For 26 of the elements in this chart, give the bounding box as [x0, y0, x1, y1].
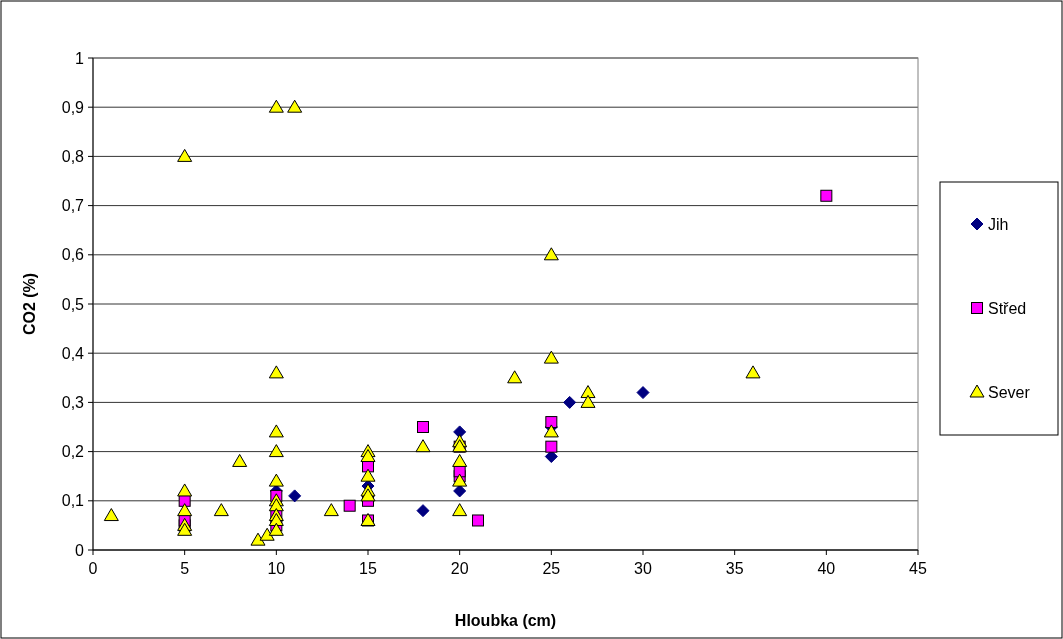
x-tick-label: 15 [359, 560, 377, 577]
x-tick-label: 45 [909, 560, 927, 577]
y-tick-label: 0,5 [61, 295, 85, 313]
x-tick-label: 35 [725, 560, 744, 577]
y-tick-label: 0,8 [61, 148, 85, 165]
x-tick-label: 5 [180, 560, 190, 577]
y-tick-label: 0,1 [61, 492, 85, 510]
x-tick-label: 10 [267, 560, 286, 577]
y-tick-label: 0,3 [61, 394, 85, 411]
x-tick-label: 0 [88, 560, 98, 577]
legend-label: Střed [988, 299, 1027, 317]
y-tick-label: 0,4 [61, 344, 85, 362]
y-tick-label: 0,2 [61, 443, 85, 461]
y-tick-label: 0 [75, 541, 85, 559]
x-tick-label: 25 [542, 560, 561, 577]
y-axis-title: CO2 (%) [21, 272, 38, 336]
y-tick-label: 1 [75, 49, 85, 67]
x-tick-label: 20 [450, 560, 469, 577]
y-tick-label: 0,9 [61, 98, 85, 116]
y-tick-label: 0,6 [61, 246, 85, 264]
x-tick-label: 30 [634, 560, 652, 577]
x-axis-title: Hloubka (cm) [454, 612, 557, 629]
y-tick-label: 0,7 [61, 197, 85, 215]
legend-label: Jih [988, 215, 1009, 233]
legend-label: Sever [988, 383, 1031, 401]
x-tick-label: 40 [817, 560, 836, 577]
